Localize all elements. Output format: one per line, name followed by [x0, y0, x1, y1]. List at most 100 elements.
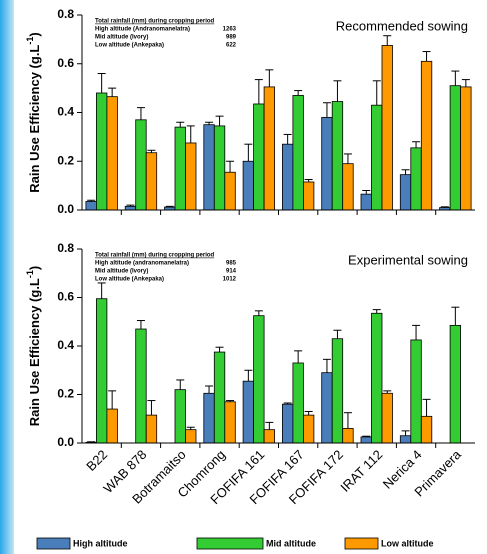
bar	[321, 116, 333, 211]
legend-label: Mid altitude	[266, 538, 316, 548]
error-bar	[283, 402, 292, 405]
bar	[203, 124, 215, 211]
inset-row-label: Low altitude (Ankepaka)	[95, 43, 164, 49]
bar	[106, 408, 118, 444]
y-tick-label: 0.6	[57, 290, 74, 304]
bar	[263, 86, 276, 211]
inset-row-value: 1263	[223, 27, 237, 33]
bar	[399, 435, 412, 444]
bar	[410, 147, 422, 211]
x-tick-label: IRAT 112	[337, 447, 385, 495]
error-bar	[422, 398, 431, 417]
error-bar	[136, 320, 145, 330]
error-bar	[176, 121, 185, 128]
error-bar	[401, 430, 410, 436]
inset-row-label: Low altitude (Ankepaka)	[95, 277, 164, 283]
error-bar	[186, 125, 195, 143]
error-bar	[205, 121, 214, 125]
error-bar	[294, 90, 303, 96]
error-bar	[440, 206, 449, 208]
error-bar	[333, 80, 342, 102]
error-bar	[422, 51, 431, 62]
legend-label: Low altitude	[381, 538, 434, 548]
y-tick-label: 0.0	[57, 435, 74, 449]
y-axis-label: Rain Use Efficiency (g.L-1)	[25, 32, 42, 192]
error-bar	[412, 141, 421, 148]
bar	[292, 362, 304, 444]
bar	[399, 174, 412, 211]
bar	[185, 142, 197, 211]
error-bar	[294, 350, 303, 363]
error-bar	[451, 70, 460, 86]
inset-title: Total rainfall (mm) during cropping peri…	[95, 19, 215, 25]
legend-swatch	[196, 537, 264, 550]
error-bar	[147, 400, 156, 416]
bar	[292, 95, 304, 211]
error-bar	[97, 282, 106, 299]
error-bar	[244, 143, 253, 162]
bar	[224, 171, 236, 211]
y-axis-label-part: )	[27, 266, 42, 270]
y-tick-label: 0.8	[57, 7, 74, 21]
bar	[185, 429, 197, 444]
bar	[381, 45, 393, 211]
error-bar	[87, 199, 96, 202]
bar	[381, 392, 393, 444]
legend-label: High altitude	[73, 538, 128, 548]
bar	[213, 351, 226, 444]
error-bar	[304, 179, 313, 182]
error-bar	[215, 115, 224, 126]
error-bar	[401, 169, 410, 175]
error-bar	[108, 390, 117, 410]
legend-swatch	[344, 537, 379, 550]
y-tick-label: 0.2	[57, 153, 74, 167]
y-tick-label: 0.4	[57, 338, 74, 352]
error-bar	[362, 435, 371, 437]
error-bar	[372, 309, 381, 314]
error-bar	[343, 412, 352, 429]
y-tick-label: 0.6	[57, 56, 74, 70]
error-bar	[362, 190, 371, 195]
x-tick-label: B22	[83, 447, 110, 474]
error-bar	[136, 107, 145, 120]
y-axis-label-part: Rain Use Efficiency (g.L	[27, 278, 42, 426]
bar	[420, 60, 433, 211]
error-bar	[372, 80, 381, 106]
inset-row-label: Mid altitude (Ivory)	[95, 35, 148, 41]
bar	[460, 86, 472, 211]
y-axis-label-superscript: -1	[25, 270, 35, 278]
bar	[371, 104, 383, 211]
bar	[449, 85, 462, 211]
error-bar	[97, 73, 106, 93]
error-bar	[147, 149, 156, 153]
error-bar	[383, 390, 392, 394]
bar	[242, 380, 255, 444]
y-axis-label: Rain Use Efficiency (g.L-1)	[25, 266, 42, 426]
inset-row-value: 622	[226, 43, 237, 49]
y-tick-label: 0.8	[57, 241, 74, 255]
error-bar	[254, 79, 263, 104]
bar	[96, 298, 108, 444]
bar	[371, 312, 383, 444]
y-axis-label-superscript: -1	[25, 37, 35, 45]
bar	[242, 160, 255, 211]
inset-row-label: High altitude (andranomanelatra)	[95, 261, 189, 267]
panel-label: Experimental sowing	[348, 252, 468, 267]
bar	[410, 339, 422, 444]
bar	[253, 315, 265, 444]
bar	[135, 119, 147, 211]
bar	[302, 414, 315, 444]
inset-row-label: High altitude (Andranomanelatra)	[95, 27, 190, 33]
bar	[342, 163, 354, 211]
bar	[174, 389, 186, 444]
bar	[96, 92, 108, 211]
bar	[281, 403, 294, 444]
bar	[302, 181, 315, 211]
side-strip	[0, 0, 14, 554]
legend-swatch	[36, 537, 71, 550]
bar	[145, 414, 158, 444]
error-bar	[176, 379, 185, 390]
error-bar	[244, 369, 253, 382]
